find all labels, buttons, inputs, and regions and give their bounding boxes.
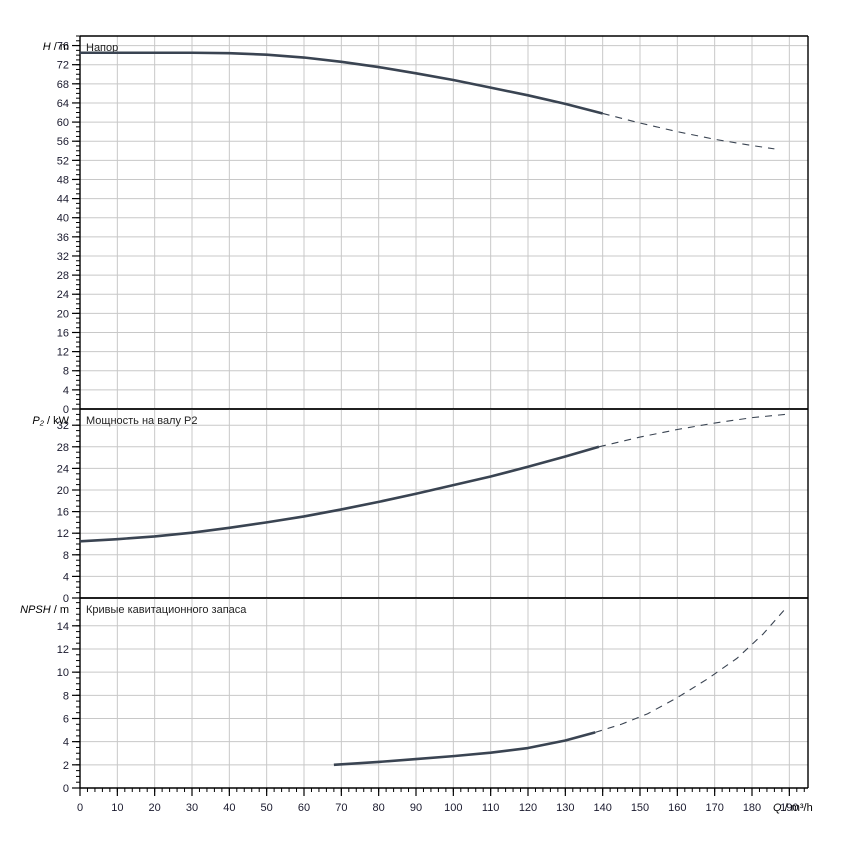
x-tick-label: 20 <box>149 802 161 814</box>
y-tick-label: 20 <box>57 485 69 497</box>
x-tick-label: 120 <box>519 802 537 814</box>
y-tick-label: 16 <box>57 507 69 519</box>
y-tick-label: 10 <box>57 667 69 679</box>
y-tick-label: 0 <box>63 404 69 416</box>
x-tick-label: 70 <box>335 802 347 814</box>
curve-npsh-dashed <box>595 608 787 733</box>
y-axis-symbol: P₂ <box>32 415 44 427</box>
y-tick-label: 4 <box>63 571 69 583</box>
y-tick-label: 48 <box>57 174 69 186</box>
x-tick-label: 50 <box>261 802 273 814</box>
y-tick-label: 76 <box>57 41 69 53</box>
y-tick-label: 72 <box>57 60 69 72</box>
x-axis-unit: / m³/h <box>782 802 813 814</box>
panel-title-npsh: Кривые кавитационного запаса <box>86 604 247 616</box>
x-tick-label: 150 <box>631 802 649 814</box>
y-tick-label: 0 <box>63 783 69 795</box>
y-tick-label: 16 <box>57 327 69 339</box>
x-tick-label: 140 <box>593 802 611 814</box>
y-tick-label: 32 <box>57 420 69 432</box>
y-tick-label: 2 <box>63 760 69 772</box>
y-tick-label: 28 <box>57 270 69 282</box>
y-tick-label: 28 <box>57 442 69 454</box>
x-tick-label: 160 <box>668 802 686 814</box>
y-tick-label: 44 <box>57 194 69 206</box>
x-axis: 0 10 20 30 40 50 60 70 80 90 100 110 120 130 140 150 160… <box>77 788 813 814</box>
x-tick-label: 100 <box>444 802 462 814</box>
y-tick-label: 36 <box>57 232 69 244</box>
x-tick-label: 110 <box>482 802 500 814</box>
x-tick-label: 60 <box>298 802 310 814</box>
y-tick-label: 52 <box>57 155 69 167</box>
x-tick-label: 80 <box>373 802 385 814</box>
y-tick-label: 60 <box>57 117 69 129</box>
y-tick-label: 14 <box>57 621 69 633</box>
y-tick-label: 20 <box>57 308 69 320</box>
y-tick-label: 32 <box>57 251 69 263</box>
y-axis-label-power: P₂ / kW <box>32 415 69 427</box>
panel-title-power: Мощность на валу P2 <box>86 415 198 427</box>
y-tick-label: 8 <box>63 366 69 378</box>
y-axis-symbol: NPSH <box>20 604 51 616</box>
y-tick-label: 12 <box>57 528 69 540</box>
x-tick-label: 180 <box>743 802 761 814</box>
y-tick-label: 4 <box>63 737 69 749</box>
y-tick-label: 12 <box>57 347 69 359</box>
y-tick-label: 8 <box>63 690 69 702</box>
y-tick-label: 12 <box>57 644 69 656</box>
panel-title-head: Напор <box>86 42 118 54</box>
x-tick-label: 130 <box>556 802 574 814</box>
y-tick-label: 68 <box>57 79 69 91</box>
curve-npsh-solid <box>333 731 596 767</box>
y-tick-label: 0 <box>63 593 69 605</box>
y-tick-label: 24 <box>57 463 69 475</box>
panel-npsh: 0 2 4 6 8 10 12 14 NPSH / m Кривые кавитационного… <box>20 597 809 795</box>
x-tick-label: 0 <box>77 802 83 814</box>
x-tick-label: 10 <box>111 802 123 814</box>
x-axis-label: Q / m³/h <box>773 802 813 814</box>
y-tick-label: 8 <box>63 550 69 562</box>
y-tick-label: 6 <box>63 713 69 725</box>
curve-power-dashed <box>598 413 786 448</box>
x-tick-label: 30 <box>186 802 198 814</box>
y-tick-label: 56 <box>57 136 69 148</box>
y-axis-label-head: H / m <box>43 41 69 53</box>
y-tick-label: 24 <box>57 289 69 301</box>
y-axis-symbol: H <box>43 41 51 53</box>
y-tick-label: 4 <box>63 385 69 397</box>
x-tick-label: 170 <box>705 802 723 814</box>
y-tick-label: 64 <box>57 98 69 110</box>
curve-power-solid <box>79 445 600 543</box>
y-axis-unit: / m <box>51 604 69 616</box>
y-axis-unit: / kW <box>44 415 70 427</box>
x-tick-label: 190 <box>780 802 798 814</box>
y-tick-label: 40 <box>57 213 69 225</box>
x-tick-label: 90 <box>410 802 422 814</box>
y-axis-label-npsh: NPSH / m <box>20 604 69 616</box>
curve-head-dashed <box>602 112 775 150</box>
x-axis-symbol: Q <box>773 802 782 814</box>
y-axis-unit: / m <box>51 41 69 53</box>
curve-head-solid <box>80 51 603 115</box>
x-tick-label: 40 <box>223 802 235 814</box>
